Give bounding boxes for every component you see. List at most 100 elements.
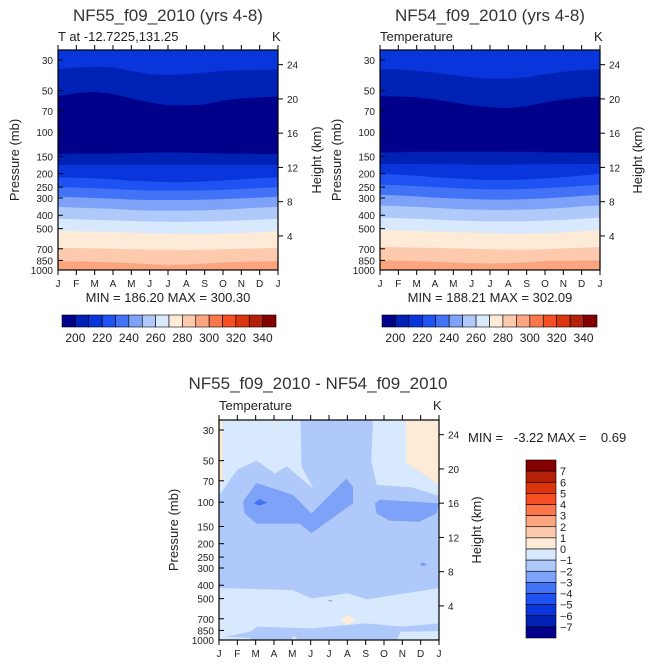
colorbar-box [155,314,170,328]
panel1-plot: J F M A M J J A S O N D J305070100150200250300400500… [31,45,299,290]
y2-tick-label: 20 [448,465,460,476]
colorbar-box [525,593,557,605]
colorbar-label: 260 [146,331,166,345]
x-tick-label: M [251,649,259,660]
y-tick-label: 700 [358,245,375,256]
y2-tick-label: 24 [609,61,621,72]
colorbar-box [195,314,210,328]
y-tick-label: 700 [36,245,53,256]
x-tick-label: F [234,649,240,660]
x-tick-label: M [412,279,420,290]
colorbar-box [222,314,237,328]
y-tick-label: 250 [197,553,214,564]
x-tick-label: N [399,649,406,660]
y-tick-label: 100 [197,498,214,509]
colorbar-box [525,559,557,572]
panel2-y2label: Height (km) [630,126,645,193]
x-tick-label: J [488,279,493,290]
colorbar-label: 260 [466,331,486,345]
contour-region [219,420,314,496]
colorbar-box [462,314,477,328]
colorbar-box [525,570,557,583]
x-tick-label: J [56,279,61,290]
colorbar-label: 240 [119,331,139,345]
contour-region [340,615,357,626]
colorbar-box [525,615,557,628]
y-tick-label: 850 [36,256,53,267]
colorbar-box [489,314,504,328]
x-tick-label: O [541,279,549,290]
x-tick-label: M [90,279,98,290]
y-tick-label: 30 [203,426,215,437]
contour-region [290,635,298,640]
colorbar-label: −4 [560,589,573,601]
y-tick-label: 1000 [31,266,54,277]
colorbar-label: 220 [92,331,112,345]
y2-tick-label: 16 [609,129,621,140]
colorbar-box [182,314,197,328]
panel3-subtitle: Temperature [219,398,292,413]
y-tick-label: 70 [42,107,54,118]
colorbar-label: 340 [253,331,273,345]
panel1-ylabel: Pressure (mb) [7,119,22,201]
contour-fill [380,50,600,270]
panel2-title: NF54_f09_2010 (yrs 4-8) [395,6,585,25]
y-tick-label: 150 [358,152,375,163]
colorbar-box [525,548,557,561]
panel1-minmax: MIN = 186.20 MAX = 300.30 [86,290,251,305]
x-tick-label: F [395,279,401,290]
colorbar-box [502,314,517,328]
colorbar-box [141,314,156,328]
contour-region [219,420,223,485]
y-tick-label: 300 [197,564,214,575]
contour-band [58,261,278,270]
y-tick-label: 500 [358,225,375,236]
colorbar-box [395,314,410,328]
y-tick-label: 70 [364,107,376,118]
colorbar-label: 4 [560,500,566,512]
y2-tick-label: 24 [448,431,460,442]
y-tick-label: 300 [358,194,375,205]
x-tick-label: J [166,279,171,290]
x-tick-label: M [449,279,457,290]
panel1-subtitle: T at -12.7225,131.25 [58,29,178,44]
y-tick-label: 500 [36,225,53,236]
colorbar-box [168,314,183,328]
colorbar-label: 2 [560,522,566,534]
colorbar-box [422,314,437,328]
y2-tick-label: 12 [609,163,621,174]
y2-tick-label: 20 [287,95,299,106]
colorbar-label: 3 [560,511,566,523]
contour-fill [58,50,278,270]
colorbar-box [583,314,598,328]
colorbar-box [525,470,557,483]
x-tick-label: A [505,279,512,290]
x-tick-label: D [578,279,585,290]
colorbar-label: 280 [493,331,513,345]
y2-tick-label: 8 [287,198,293,209]
panel3-plot: J F M A M J J A S O N D J305070100150200250300400500… [192,415,460,660]
x-tick-label: J [308,649,313,660]
colorbar-box [525,515,557,528]
colorbar-label: 300 [199,331,219,345]
panel2-units: K [594,29,603,44]
x-tick-label: J [276,279,281,290]
panel3-units: K [433,398,442,413]
colorbar-box [128,314,143,328]
contour-region [327,599,333,602]
contour-region [253,499,268,506]
y2-tick-label: 8 [609,198,615,209]
x-tick-label: J [437,649,442,660]
y-tick-label: 700 [197,615,214,626]
x-tick-label: A [271,649,278,660]
panel2-subtitle: Temperature [380,29,453,44]
colorbar-box [525,493,557,505]
colorbar-box [408,314,423,328]
x-tick-label: N [238,279,245,290]
colorbar-label: 300 [520,331,540,345]
y-tick-label: 400 [36,211,53,222]
x-tick-label: O [380,649,388,660]
panel2-ylabel: Pressure (mb) [329,119,344,201]
colorbar-box [525,481,557,494]
